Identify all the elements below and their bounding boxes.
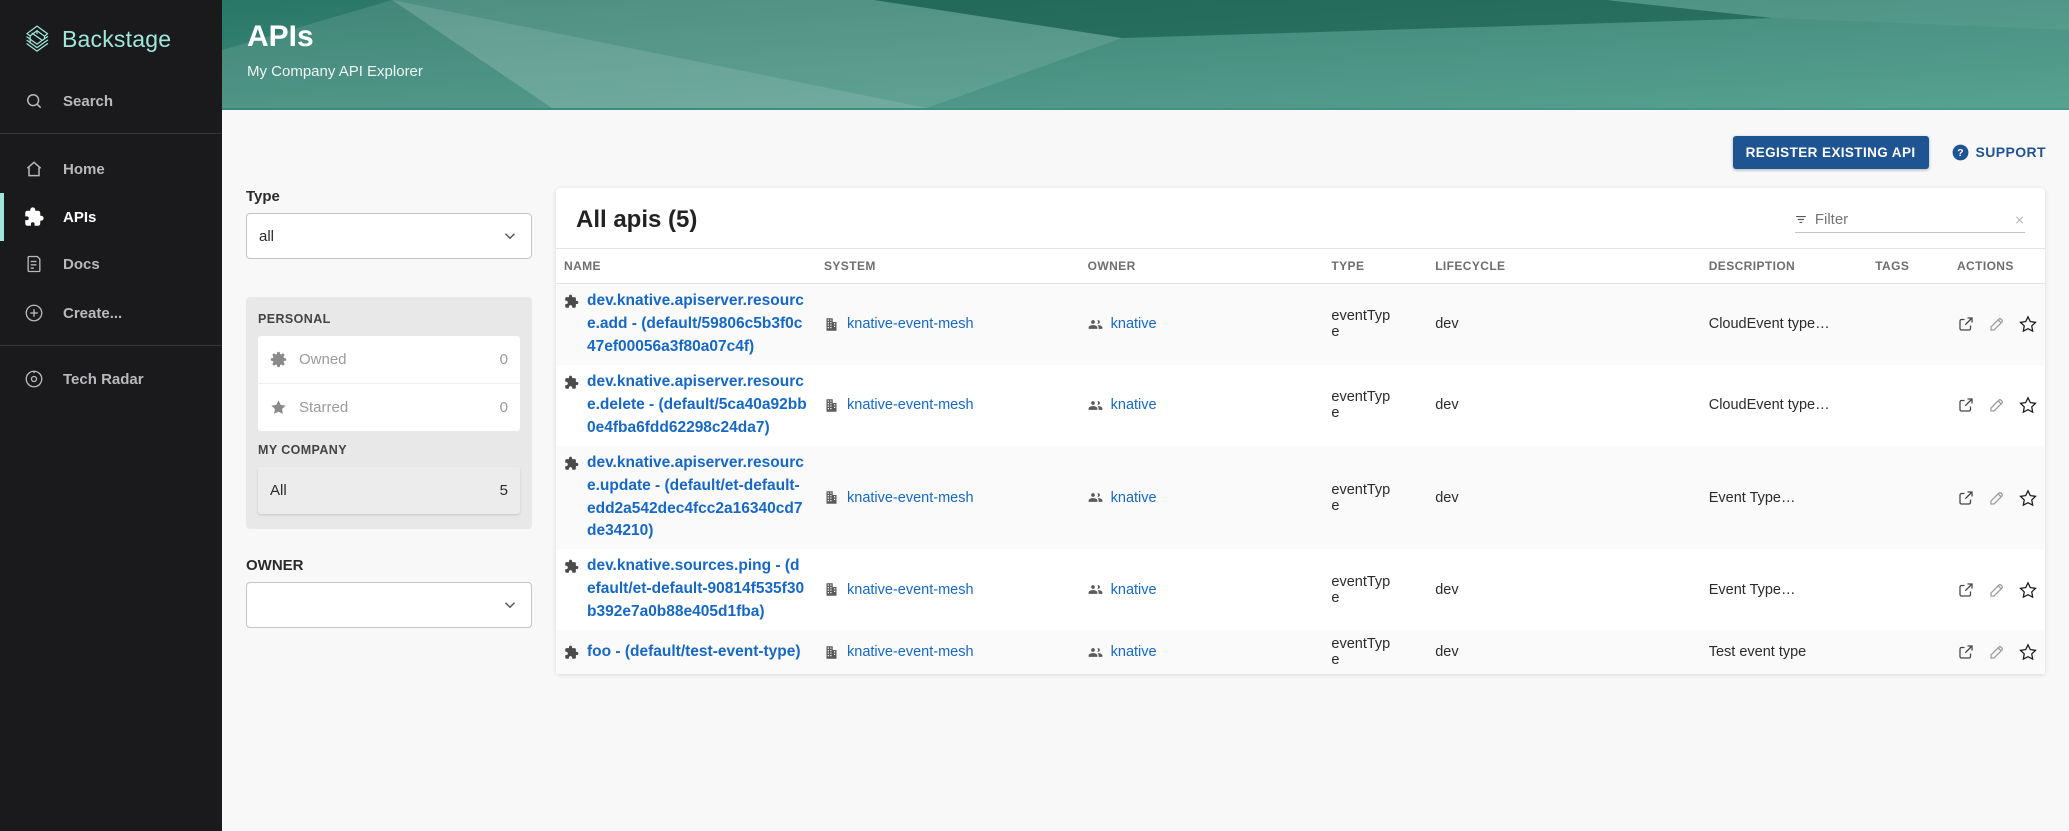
svg-text:?: ? xyxy=(1957,148,1964,159)
